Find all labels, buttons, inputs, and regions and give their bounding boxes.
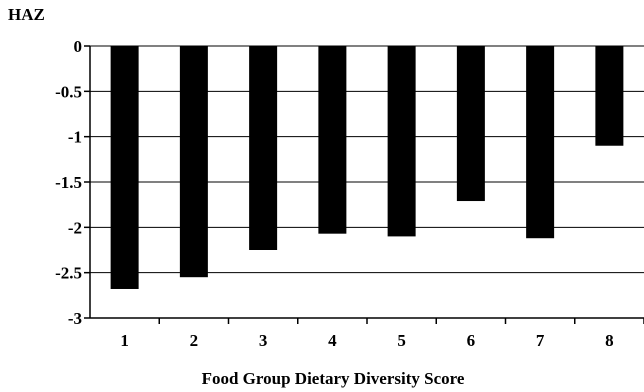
- bar-7: [526, 46, 555, 239]
- y-tick-label: -3: [68, 309, 82, 328]
- x-axis-title: Food Group Dietary Diversity Score: [202, 369, 465, 388]
- x-tick-label: 4: [328, 331, 337, 350]
- bars: [110, 46, 624, 289]
- x-tick-label: 2: [190, 331, 199, 350]
- y-axis-title: HAZ: [8, 5, 45, 24]
- x-tick-label: 7: [536, 331, 545, 350]
- y-tick-label: -2: [68, 218, 82, 237]
- y-tick-label: -1.5: [55, 173, 82, 192]
- bar-2: [179, 46, 208, 278]
- bar-4: [318, 46, 347, 234]
- x-tick-label: 3: [259, 331, 268, 350]
- bar-3: [249, 46, 278, 250]
- x-tick-label: 8: [605, 331, 614, 350]
- x-tick-label: 1: [120, 331, 129, 350]
- y-tick-labels: 0 -0.5 -1 -1.5 -2 -2.5 -3: [55, 37, 82, 328]
- gridlines: [90, 45, 644, 319]
- axes: [84, 45, 644, 324]
- y-tick-label: -1: [68, 128, 82, 147]
- x-tick-label: 6: [467, 331, 476, 350]
- y-tick-label: -2.5: [55, 264, 82, 283]
- y-tick-label: -0.5: [55, 82, 82, 101]
- y-tick-label: 0: [74, 37, 83, 56]
- bar-6: [456, 46, 485, 202]
- bar-1: [110, 46, 139, 289]
- bar-8: [595, 46, 624, 146]
- bar-5: [387, 46, 416, 237]
- x-tick-labels: 1 2 3 4 5 6 7 8: [120, 331, 613, 350]
- x-tick-label: 5: [397, 331, 406, 350]
